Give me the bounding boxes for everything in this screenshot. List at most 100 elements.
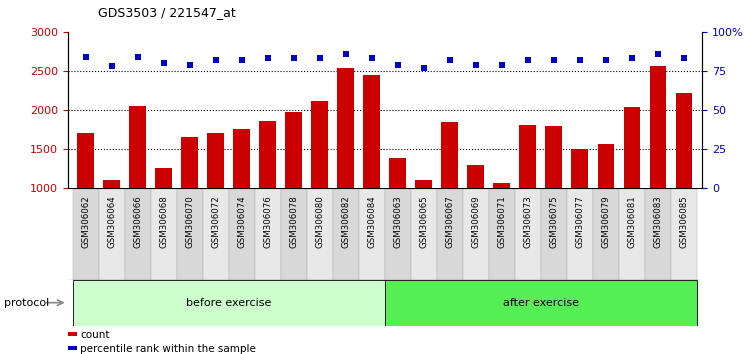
Bar <box>155 168 172 188</box>
Text: GSM306077: GSM306077 <box>575 195 584 248</box>
Bar <box>645 188 671 280</box>
Bar <box>182 137 198 188</box>
Bar <box>437 188 463 280</box>
Bar <box>281 188 307 280</box>
Bar <box>337 68 354 188</box>
Text: GSM306079: GSM306079 <box>602 195 611 247</box>
Text: after exercise: after exercise <box>503 298 579 308</box>
Text: GDS3503 / 221547_at: GDS3503 / 221547_at <box>98 6 235 19</box>
Text: GSM306064: GSM306064 <box>107 195 116 248</box>
Bar <box>671 188 697 280</box>
Bar <box>77 133 94 188</box>
Text: GSM306072: GSM306072 <box>211 195 220 248</box>
Text: GSM306080: GSM306080 <box>315 195 324 248</box>
Point <box>184 62 196 67</box>
Text: percentile rank within the sample: percentile rank within the sample <box>80 344 256 354</box>
Bar <box>411 188 437 280</box>
Bar <box>99 188 125 280</box>
Text: GSM306083: GSM306083 <box>653 195 662 248</box>
Point <box>236 57 248 63</box>
Bar <box>545 126 562 188</box>
Bar <box>234 129 250 188</box>
Point <box>340 51 352 57</box>
Point <box>262 56 274 61</box>
Point <box>626 56 638 61</box>
Text: GSM306063: GSM306063 <box>394 195 403 248</box>
Bar <box>493 183 511 188</box>
Text: before exercise: before exercise <box>186 298 272 308</box>
Bar <box>520 125 536 188</box>
Bar <box>359 188 385 280</box>
Bar <box>567 188 593 280</box>
Text: GSM306071: GSM306071 <box>497 195 506 248</box>
Bar <box>285 112 303 188</box>
Bar <box>73 280 385 326</box>
Bar <box>593 188 619 280</box>
Text: GSM306082: GSM306082 <box>342 195 351 248</box>
Bar <box>73 188 99 280</box>
Point <box>574 57 586 63</box>
Bar <box>515 188 541 280</box>
Bar <box>151 188 176 280</box>
Point <box>158 60 170 66</box>
Bar <box>676 93 692 188</box>
Text: GSM306085: GSM306085 <box>680 195 689 248</box>
Text: GSM306062: GSM306062 <box>81 195 90 248</box>
Text: GSM306070: GSM306070 <box>185 195 195 248</box>
Point <box>470 62 482 67</box>
Bar <box>229 188 255 280</box>
Bar <box>125 188 151 280</box>
Bar <box>104 180 120 188</box>
Bar <box>650 66 666 188</box>
Point <box>652 51 664 57</box>
Point <box>444 57 456 63</box>
Bar <box>619 188 645 280</box>
Point <box>678 56 690 61</box>
Text: GSM306065: GSM306065 <box>419 195 428 248</box>
Bar <box>390 158 406 188</box>
Text: GSM306078: GSM306078 <box>289 195 298 248</box>
Point <box>106 63 118 69</box>
Bar <box>307 188 333 280</box>
Text: protocol: protocol <box>4 298 49 308</box>
Point <box>132 54 144 59</box>
Text: GSM306076: GSM306076 <box>264 195 273 248</box>
Text: GSM306074: GSM306074 <box>237 195 246 248</box>
Bar <box>363 75 380 188</box>
Point <box>392 62 404 67</box>
Text: GSM306069: GSM306069 <box>472 195 481 247</box>
Bar <box>129 106 146 188</box>
Bar <box>385 280 697 326</box>
Bar <box>203 188 229 280</box>
Bar <box>489 188 515 280</box>
Bar <box>255 188 281 280</box>
Bar <box>541 188 567 280</box>
Bar <box>176 188 203 280</box>
Bar <box>572 149 588 188</box>
Bar <box>463 188 489 280</box>
Bar <box>333 188 359 280</box>
Point <box>210 57 222 63</box>
Bar <box>598 144 614 188</box>
Text: count: count <box>80 330 110 339</box>
Point <box>366 56 378 61</box>
Text: GSM306066: GSM306066 <box>134 195 142 248</box>
Point <box>548 57 560 63</box>
Text: GSM306084: GSM306084 <box>367 195 376 248</box>
Text: GSM306068: GSM306068 <box>159 195 168 248</box>
Bar <box>207 133 225 188</box>
Text: GSM306075: GSM306075 <box>550 195 559 248</box>
Bar <box>442 122 458 188</box>
Text: GSM306067: GSM306067 <box>445 195 454 248</box>
Point <box>496 62 508 67</box>
Text: GSM306081: GSM306081 <box>628 195 636 248</box>
Bar <box>415 180 433 188</box>
Point <box>600 57 612 63</box>
Bar <box>259 121 276 188</box>
Text: GSM306073: GSM306073 <box>523 195 532 248</box>
Point <box>418 65 430 70</box>
Bar <box>467 165 484 188</box>
Point <box>314 56 326 61</box>
Point <box>522 57 534 63</box>
Bar <box>385 188 411 280</box>
